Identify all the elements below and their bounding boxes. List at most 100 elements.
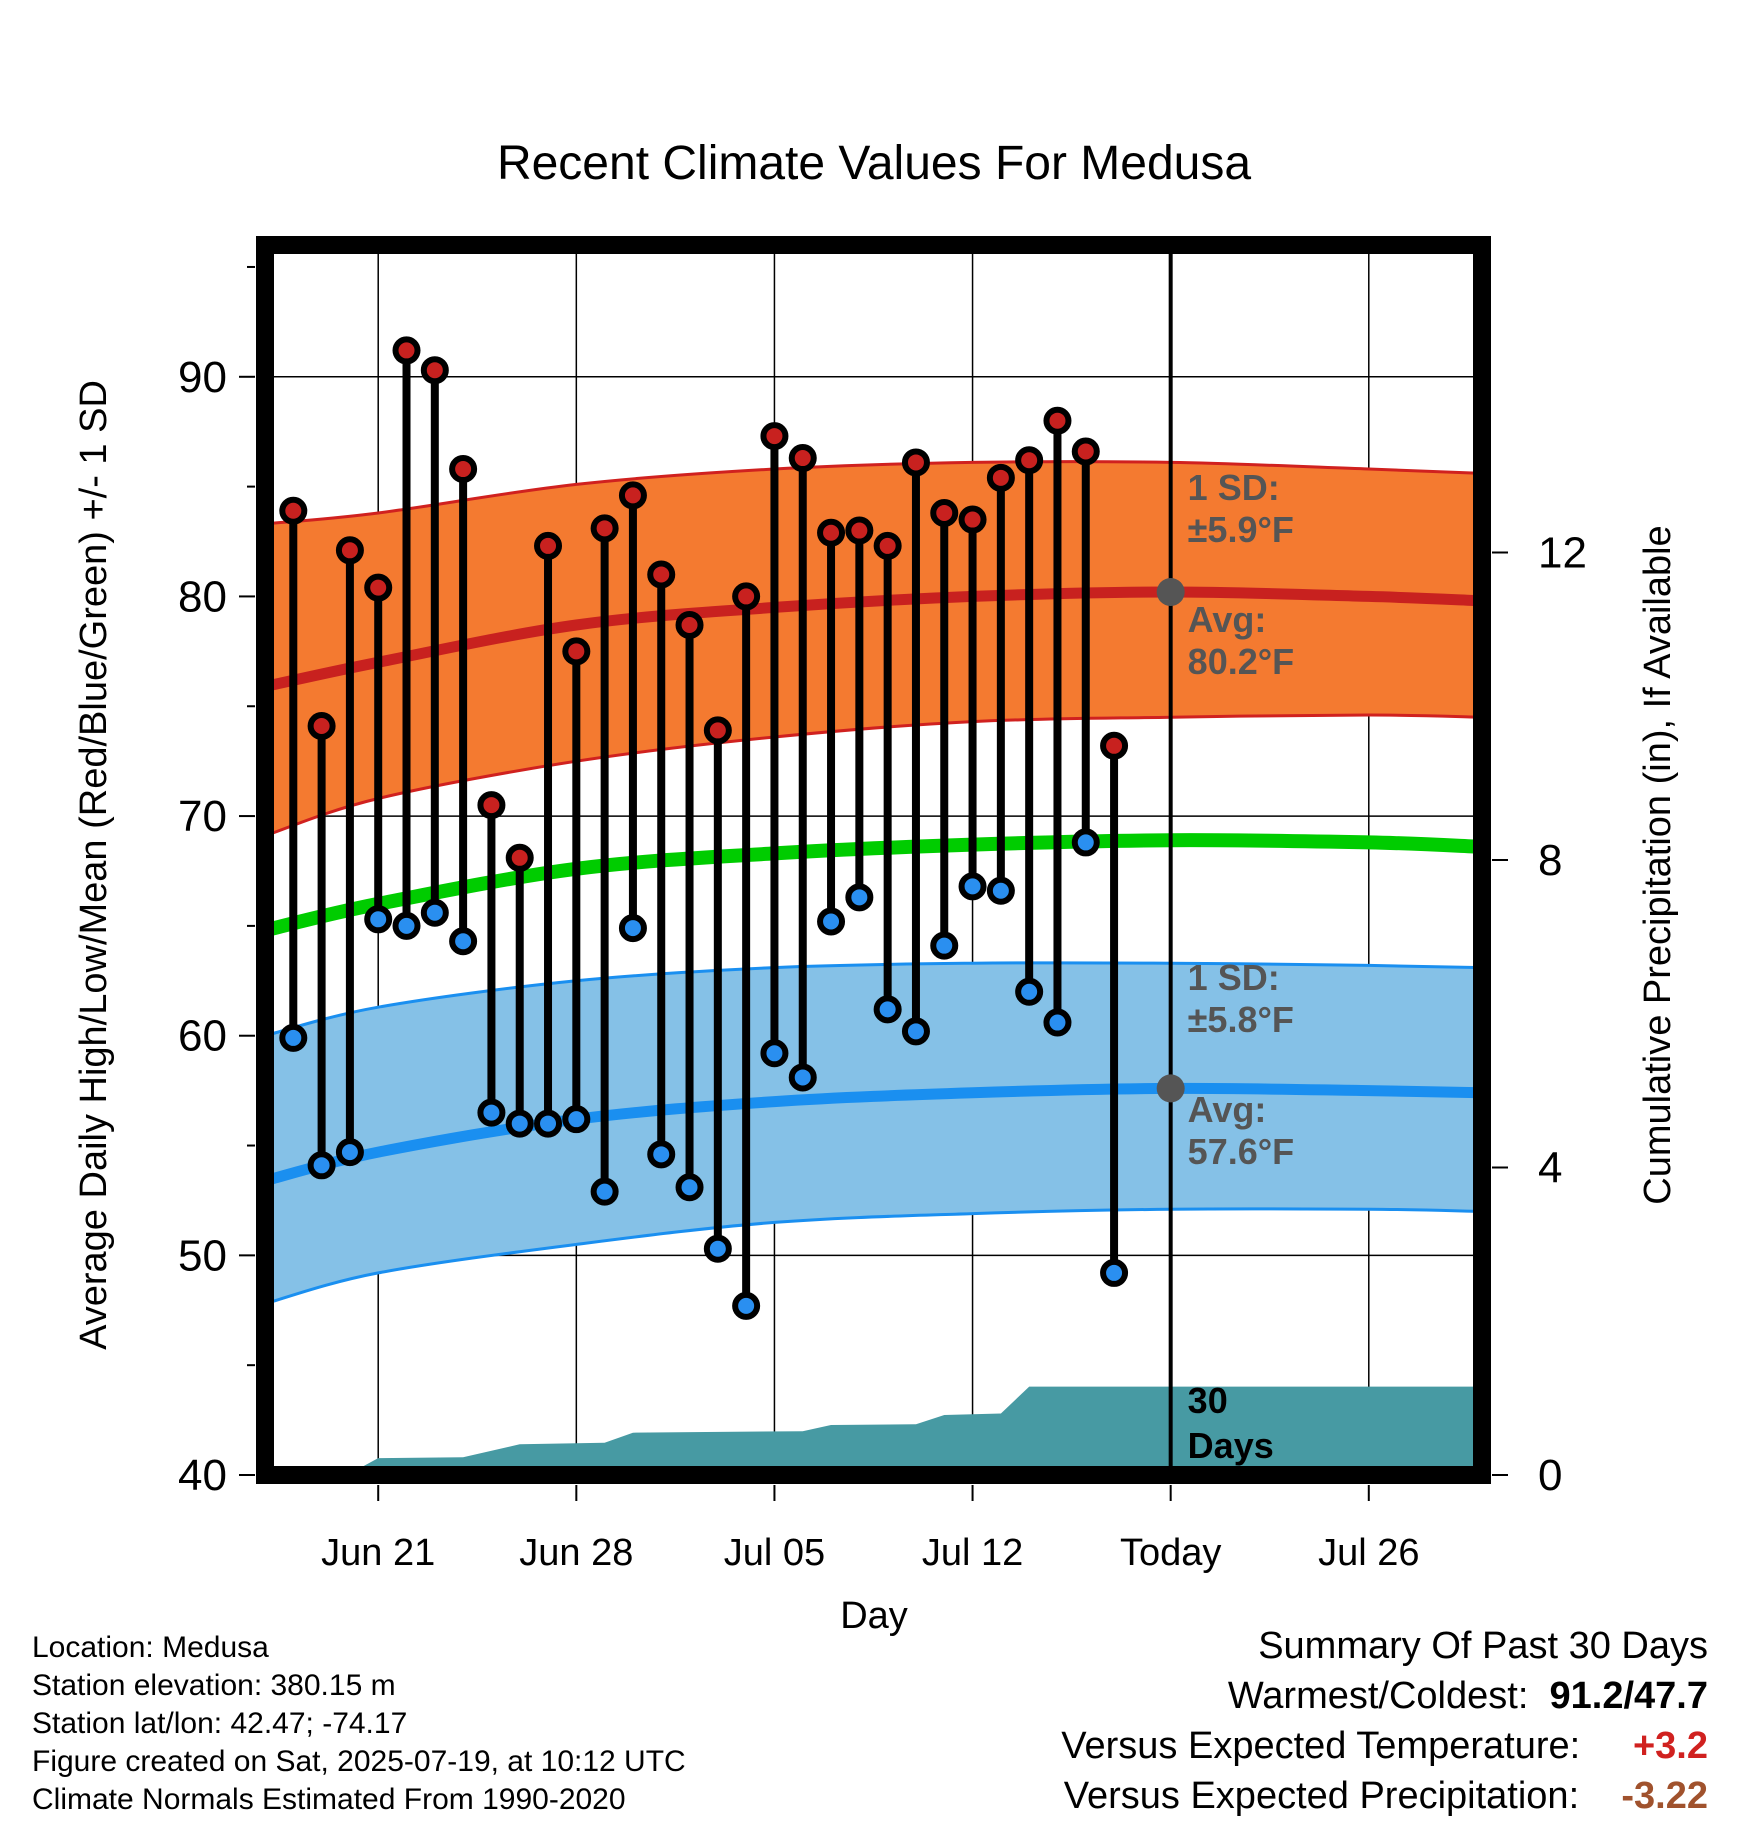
daily-high-point [1015,446,1044,475]
daily-low-point [420,898,449,927]
daily-low-point [817,907,846,936]
daily-low-point [1043,1008,1072,1037]
info-elevation: Station elevation: 380.15 m [32,1669,396,1702]
daily-high-point [477,791,506,820]
daily-low-point [958,872,987,901]
daily-low-point [1100,1258,1129,1287]
y-tick-label: 40 [178,1451,227,1500]
x-axis-label: Day [840,1595,908,1637]
daily-high-point [449,455,478,484]
info-latlon: Station lat/lon: 42.47; -74.17 [32,1707,408,1740]
daily-low-point [845,883,874,912]
daily-high-point [505,843,534,872]
daily-low-point [873,995,902,1024]
y-tick-label: 90 [178,353,227,402]
window-label: 30 Days [1188,1380,1274,1466]
daily-low-point [279,1023,308,1052]
daily-low-point [590,1177,619,1206]
plot-area [265,245,1482,1475]
y2-axis-label: Cumulative Precipitation (in), If Availa… [1637,525,1679,1204]
daily-low-point [477,1098,506,1127]
daily-low-point [562,1105,591,1134]
daily-low-point [647,1140,676,1169]
y-tick-label: 50 [178,1231,227,1280]
daily-low-point [364,905,393,934]
summary-panel: Summary Of Past 30 Days Warmest/Coldest:… [1061,1621,1708,1821]
daily-low-point [703,1234,732,1263]
daily-low-point [732,1291,761,1320]
chart-title: Recent Climate Values For Medusa [497,137,1251,190]
daily-low-point [901,1017,930,1046]
high-sd-annotation: 1 SD: ±5.9°F [1188,467,1294,550]
daily-high-point [1071,437,1100,466]
daily-high-point [364,573,393,602]
daily-high-point [618,481,647,510]
high-sd-band [265,461,1482,836]
x-tick-label: Today [1120,1532,1221,1574]
low-sd-upper-edge [265,961,1482,1038]
daily-high-point [788,444,817,473]
summary-title: Summary Of Past 30 Days [1258,1625,1708,1667]
warm-cold-label: Warmest/Coldest: [1227,1675,1529,1717]
daily-high-point [901,448,930,477]
temp-label: Versus Expected Temperature: [1061,1725,1581,1767]
daily-high-point [335,536,364,565]
warm-cold-value: 91.2/47.7 [1549,1675,1708,1717]
y-axis-label: Average Daily High/Low/Mean (Red/Blue/Gr… [73,380,115,1350]
daily-low-point [760,1039,789,1068]
today-high-avg-dot [1156,578,1185,607]
daily-high-point [817,518,846,547]
x-tick-label: Jul 12 [922,1532,1023,1574]
daily-low-point [788,1063,817,1092]
low-sd-annotation: 1 SD: ±5.8°F [1188,957,1294,1040]
y-tick-label: 80 [178,572,227,621]
x-tick-label: Jul 26 [1318,1532,1419,1574]
low-sd-lower-edge [265,1207,1482,1306]
y2-tick-label: 0 [1538,1451,1562,1500]
daily-high-point [279,496,308,525]
info-normals: Climate Normals Estimated From 1990-2020 [32,1783,626,1816]
daily-high-point [420,356,449,385]
y-tick-label: 70 [178,792,227,841]
daily-low-point [449,927,478,956]
daily-high-point [930,498,959,527]
daily-low-point [392,911,421,940]
x-tick-label: Jun 28 [519,1532,633,1574]
daily-high-point [675,610,704,639]
daily-high-point [873,531,902,560]
summary-temp: Versus Expected Temperature: +3.2 [1061,1721,1708,1771]
today-low-avg-dot [1156,1074,1185,1103]
high-avg-annotation: Avg: 80.2°F [1188,599,1294,682]
daily-high-point [647,560,676,589]
precip-value: -3.22 [1621,1775,1708,1817]
y2-tick-label: 4 [1538,1144,1562,1193]
daily-low-point [505,1109,534,1138]
info-location: Location: Medusa [32,1631,269,1664]
daily-high-point [958,505,987,534]
daily-high-point [392,336,421,365]
daily-high-point [703,716,732,745]
daily-high-point [845,516,874,545]
daily-high-point [307,712,336,741]
daily-low-point [986,876,1015,905]
daily-low-point [1071,828,1100,857]
info-created: Figure created on Sat, 2025-07-19, at 10… [32,1745,686,1778]
low-avg-annotation: Avg: 57.6°F [1188,1089,1294,1172]
daily-low-point [534,1109,563,1138]
station-info: Location: Medusa Station elevation: 380.… [32,1629,686,1819]
daily-high-point [590,514,619,543]
daily-high-point [760,422,789,451]
summary-warm-cold: Warmest/Coldest: 91.2/47.7 [1061,1671,1708,1721]
daily-low-point [930,931,959,960]
daily-high-point [562,637,591,666]
daily-high-point [986,463,1015,492]
precip-label: Versus Expected Precipitation: [1063,1775,1580,1817]
daily-low-point [307,1151,336,1180]
y2-tick-label: 12 [1538,529,1587,578]
x-tick-label: Jul 05 [724,1532,825,1574]
daily-high-point [534,531,563,560]
daily-high-point [1043,406,1072,435]
y-tick-label: 60 [178,1012,227,1061]
daily-high-point [1100,731,1129,760]
